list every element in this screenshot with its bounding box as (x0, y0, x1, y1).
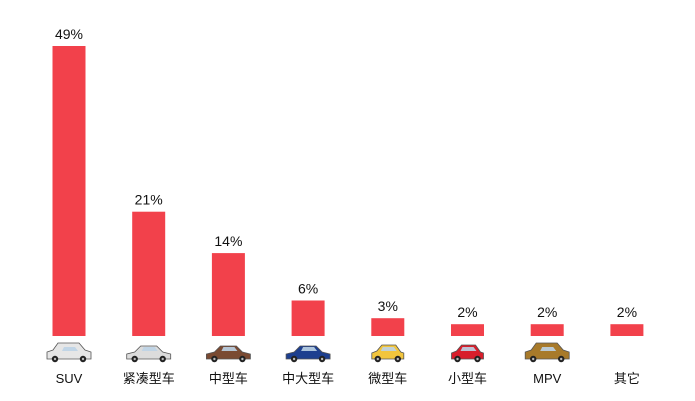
mpv-car-icon (524, 342, 570, 363)
bar-group (52, 46, 644, 336)
car-icon-group (46, 342, 570, 363)
value-label-8: 2% (617, 304, 637, 320)
compact-car-icon (126, 345, 172, 363)
midsize-car-icon (205, 345, 251, 363)
value-label-3: 14% (214, 233, 242, 249)
bar-5 (371, 318, 405, 336)
category-label-group: SUV 紧凑型车 中型车 中大型车 微型车 小型车 MPV 其它 (56, 371, 640, 386)
value-label-6: 2% (457, 304, 477, 320)
value-label-1: 49% (55, 26, 83, 42)
large-car-icon (285, 345, 331, 363)
bar-7 (530, 324, 564, 336)
category-label-8: 其它 (614, 371, 640, 386)
value-label-2: 21% (135, 192, 163, 208)
small-car-icon (451, 344, 484, 363)
category-label-2: 紧凑型车 (123, 371, 175, 386)
suv-car-icon (46, 342, 92, 363)
bar-3 (211, 253, 245, 336)
bar-4 (291, 300, 325, 336)
value-label-4: 6% (298, 281, 318, 297)
bar-1 (52, 46, 86, 336)
bar-8 (610, 324, 644, 336)
value-label-5: 3% (378, 298, 398, 314)
category-label-6: 小型车 (448, 371, 487, 386)
value-label-group: 49% 21% 14% 6% 3% 2% 2% 2% (55, 26, 637, 320)
bar-2 (132, 211, 166, 336)
category-label-1: SUV (56, 371, 83, 386)
category-label-4: 中大型车 (282, 371, 334, 386)
category-label-5: 微型车 (368, 371, 407, 386)
category-label-7: MPV (533, 371, 562, 386)
mini-car-icon (371, 344, 405, 363)
bar-6 (451, 324, 484, 336)
category-label-3: 中型车 (209, 371, 248, 386)
value-label-7: 2% (537, 304, 557, 320)
